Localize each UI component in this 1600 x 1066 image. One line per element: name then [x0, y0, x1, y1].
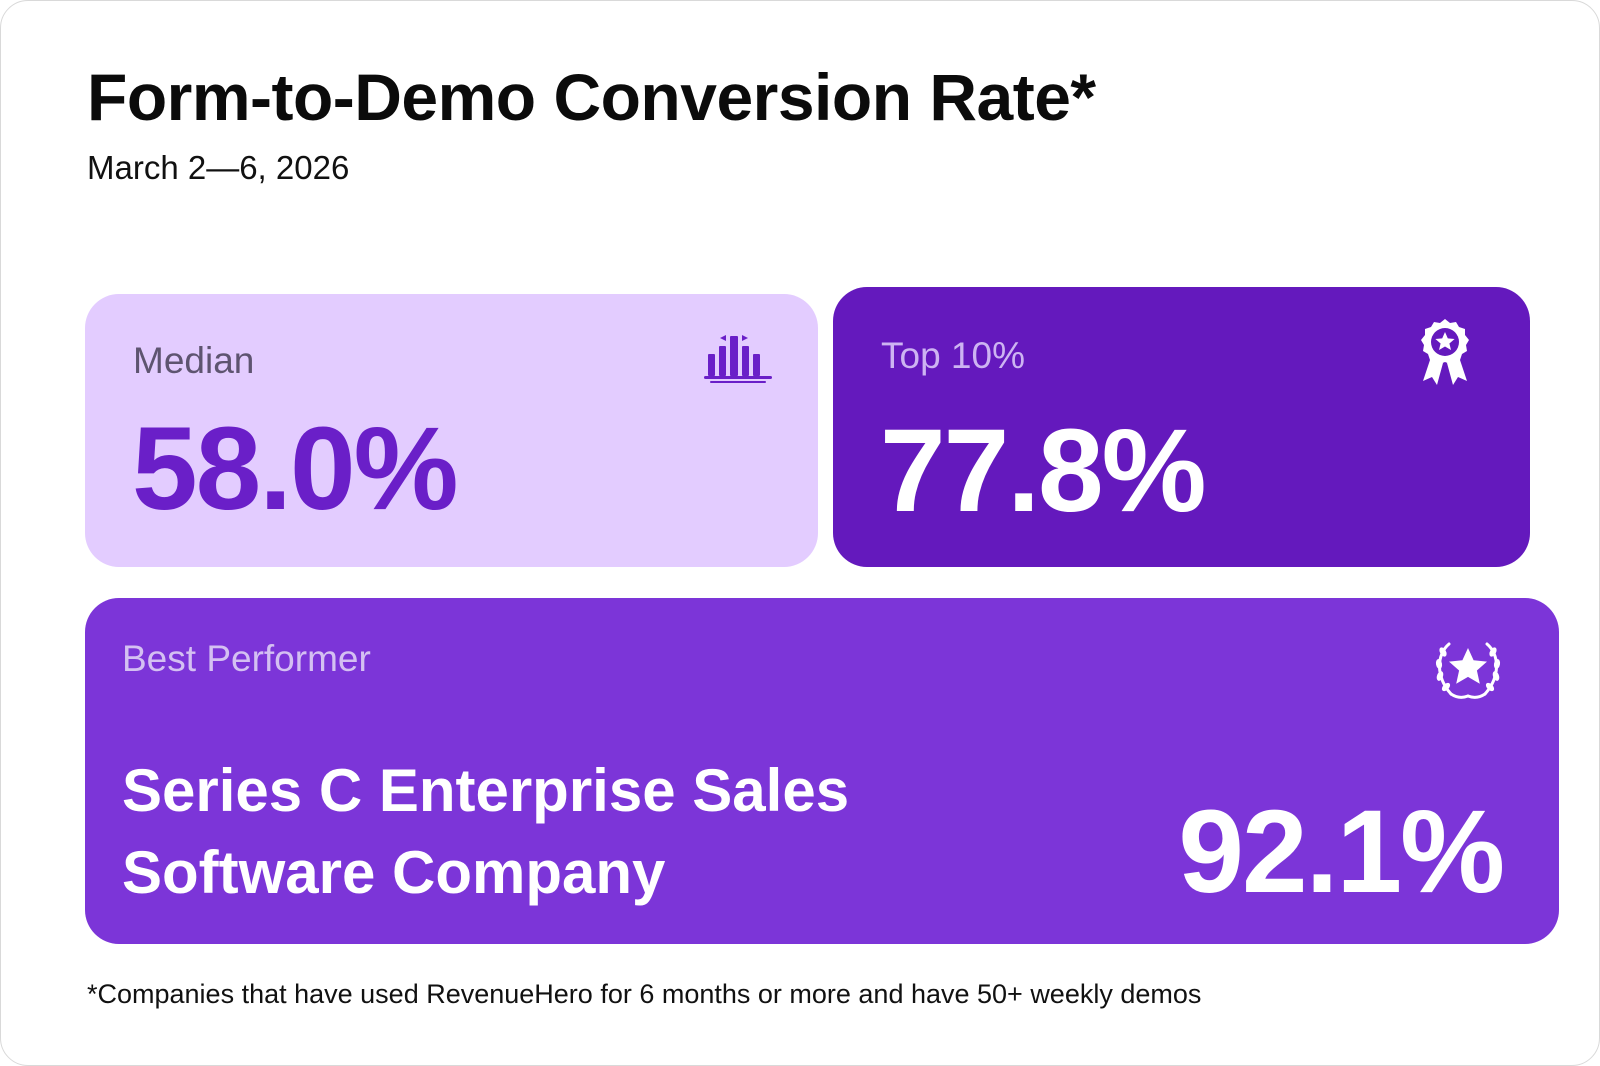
laurel-star-icon — [1435, 642, 1501, 699]
company-line-2: Software Company — [122, 839, 666, 906]
best-performer-value: 92.1% — [1178, 786, 1505, 918]
date-range: March 2—6, 2026 — [87, 149, 350, 186]
best-performer-label: Best Performer — [122, 638, 371, 679]
top-10-percent-label: Top 10% — [881, 335, 1025, 376]
page-title: Form-to-Demo Conversion Rate* — [87, 60, 1096, 134]
bar-chart-icon — [704, 335, 772, 383]
median-card: Median 58.0% — [85, 294, 818, 567]
best-performer-card: Best Performer Series C Enterprise — [85, 598, 1559, 944]
best-performer-company: Series C Enterprise Sales Software Compa… — [122, 750, 1022, 914]
top-10-percent-card: Top 10% 77.8% — [833, 287, 1530, 567]
award-ribbon-icon — [1421, 319, 1469, 385]
top-10-percent-value: 77.8% — [880, 405, 1207, 537]
median-value: 58.0% — [132, 403, 459, 535]
footnote: *Companies that have used RevenueHero fo… — [87, 979, 1202, 1009]
median-label: Median — [133, 340, 255, 381]
company-line-1: Series C Enterprise Sales — [122, 757, 850, 824]
